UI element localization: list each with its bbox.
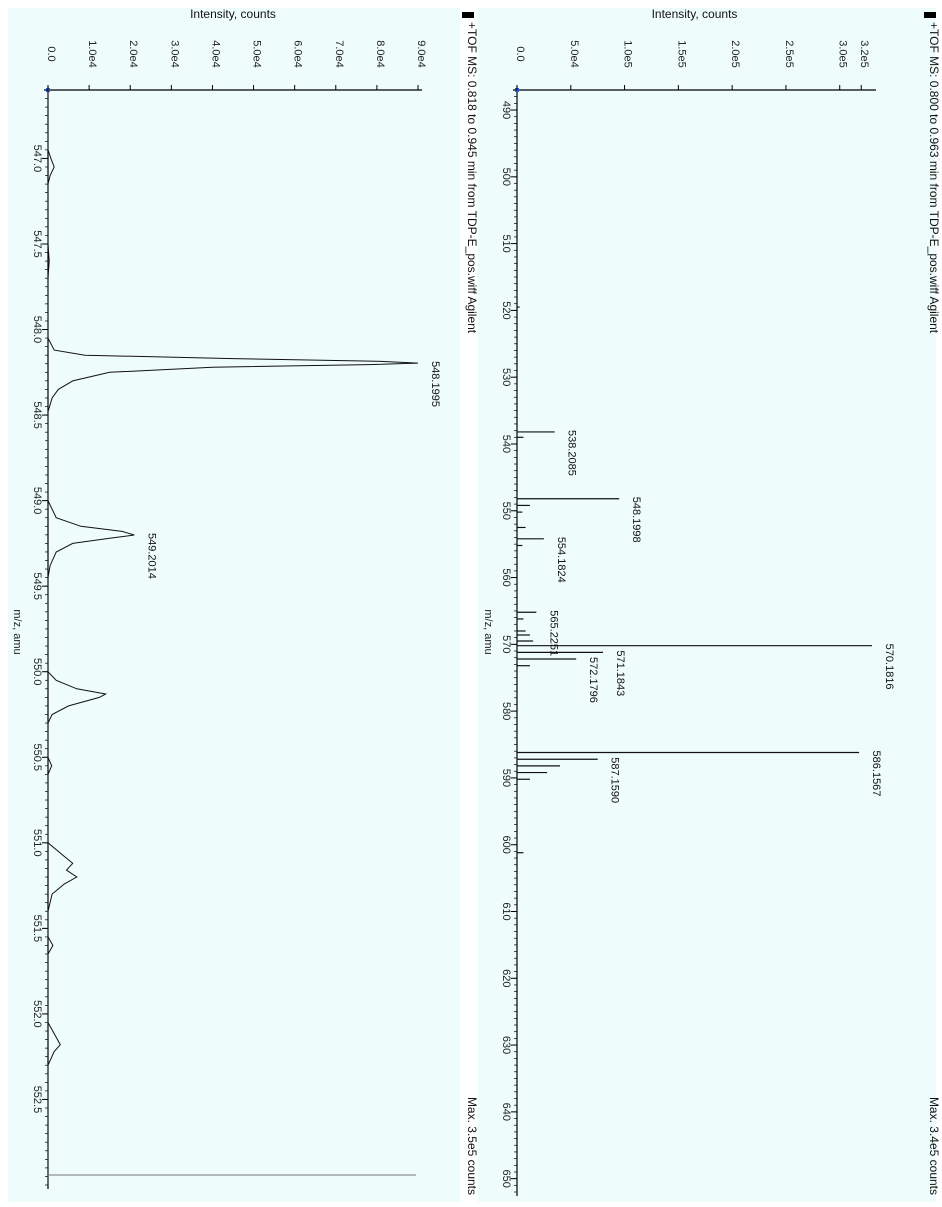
max-counts-label: Max. 3.4e5 counts	[927, 1097, 941, 1195]
y-tick-label: 2.0e4	[127, 40, 139, 68]
x-tick-label: 490	[500, 101, 512, 119]
peak-label: 572.1796	[587, 657, 599, 703]
peak-label: 554.1824	[555, 537, 567, 583]
x-axis-title: m/z, amu	[11, 609, 23, 654]
x-tick-label: 540	[500, 435, 512, 453]
x-tick-label: 549.5	[31, 572, 43, 600]
y-tick-label: 3.0e5	[837, 40, 849, 68]
x-tick-label: 530	[500, 368, 512, 386]
x-tick-label: 610	[500, 902, 512, 920]
x-tick-label: 630	[500, 1036, 512, 1054]
x-tick-label: 549.0	[31, 487, 43, 515]
legend-marker	[924, 12, 936, 18]
peak-label: 586.1567	[870, 751, 882, 797]
x-tick-label: 620	[500, 969, 512, 987]
y-tick-label: 2.0e5	[729, 40, 741, 68]
y-tick-label: 0.0	[45, 46, 57, 61]
y-tick-label: 2.5e5	[783, 40, 795, 68]
x-tick-label: 551.5	[31, 915, 43, 943]
y-tick-label: 8.0e4	[374, 40, 386, 68]
legend-marker	[462, 12, 474, 18]
y-tick-label: 5.0e4	[251, 40, 263, 68]
right-panel-background	[478, 8, 936, 1202]
peak-label: 565.2251	[547, 610, 559, 656]
y-tick-label: 5.0e4	[568, 40, 580, 68]
peak-label: 538.2085	[566, 430, 578, 476]
x-tick-label: 590	[500, 769, 512, 787]
y-tick-label: 6.0e4	[292, 40, 304, 68]
left-panel-background	[8, 8, 460, 1202]
y-tick-label: 3.2e5	[858, 40, 870, 68]
y-axis-title: Intensity, counts	[652, 7, 738, 21]
x-tick-label: 551.0	[31, 829, 43, 857]
x-tick-label: 650	[500, 1169, 512, 1187]
x-tick-label: 640	[500, 1103, 512, 1121]
y-axis-title: Intensity, counts	[190, 7, 276, 21]
chart-title: +TOF MS: 0.800 to 0.963 min from TDP-E_p…	[927, 22, 941, 334]
x-tick-label: 550	[500, 502, 512, 520]
x-tick-label: 570	[500, 635, 512, 653]
x-tick-label: 500	[500, 168, 512, 186]
x-tick-label: 548.0	[31, 316, 43, 344]
peak-label: 548.1998	[630, 497, 642, 543]
peak-label: 548.1995	[429, 361, 441, 407]
x-tick-label: 552.5	[31, 1086, 43, 1114]
y-tick-label: 9.0e4	[415, 40, 427, 68]
y-tick-label: 1.0e5	[622, 40, 634, 68]
y-tick-label: 1.5e5	[675, 40, 687, 68]
peak-label: 571.1843	[614, 650, 626, 696]
y-tick-label: 1.0e4	[86, 40, 98, 68]
y-tick-label: 0.0	[514, 46, 526, 61]
x-tick-label: 547.5	[31, 230, 43, 258]
y-tick-label: 3.0e4	[168, 40, 180, 68]
x-tick-label: 600	[500, 836, 512, 854]
x-tick-label: 520	[500, 301, 512, 319]
peak-label: 587.1590	[609, 757, 621, 803]
x-tick-label: 550.5	[31, 744, 43, 772]
peak-label: 570.1816	[883, 644, 895, 690]
x-tick-label: 550.0	[31, 658, 43, 686]
x-tick-label: 580	[500, 702, 512, 720]
x-tick-label: 560	[500, 568, 512, 586]
y-tick-label: 4.0e4	[209, 40, 221, 68]
x-tick-label: 552.0	[31, 1000, 43, 1028]
max-counts-label: Max. 3.5e5 counts	[465, 1097, 479, 1195]
x-tick-label: 510	[500, 234, 512, 252]
spectrum-line	[47, 90, 419, 1185]
x-axis-title: m/z, amu	[482, 609, 494, 654]
x-tick-label: 548.5	[31, 401, 43, 429]
x-tick-label: 547.0	[31, 145, 43, 173]
y-tick-label: 7.0e4	[333, 40, 345, 68]
peak-label: 549.2014	[145, 533, 157, 579]
chart-title: +TOF MS: 0.818 to 0.945 min from TDP-E_p…	[465, 22, 479, 334]
